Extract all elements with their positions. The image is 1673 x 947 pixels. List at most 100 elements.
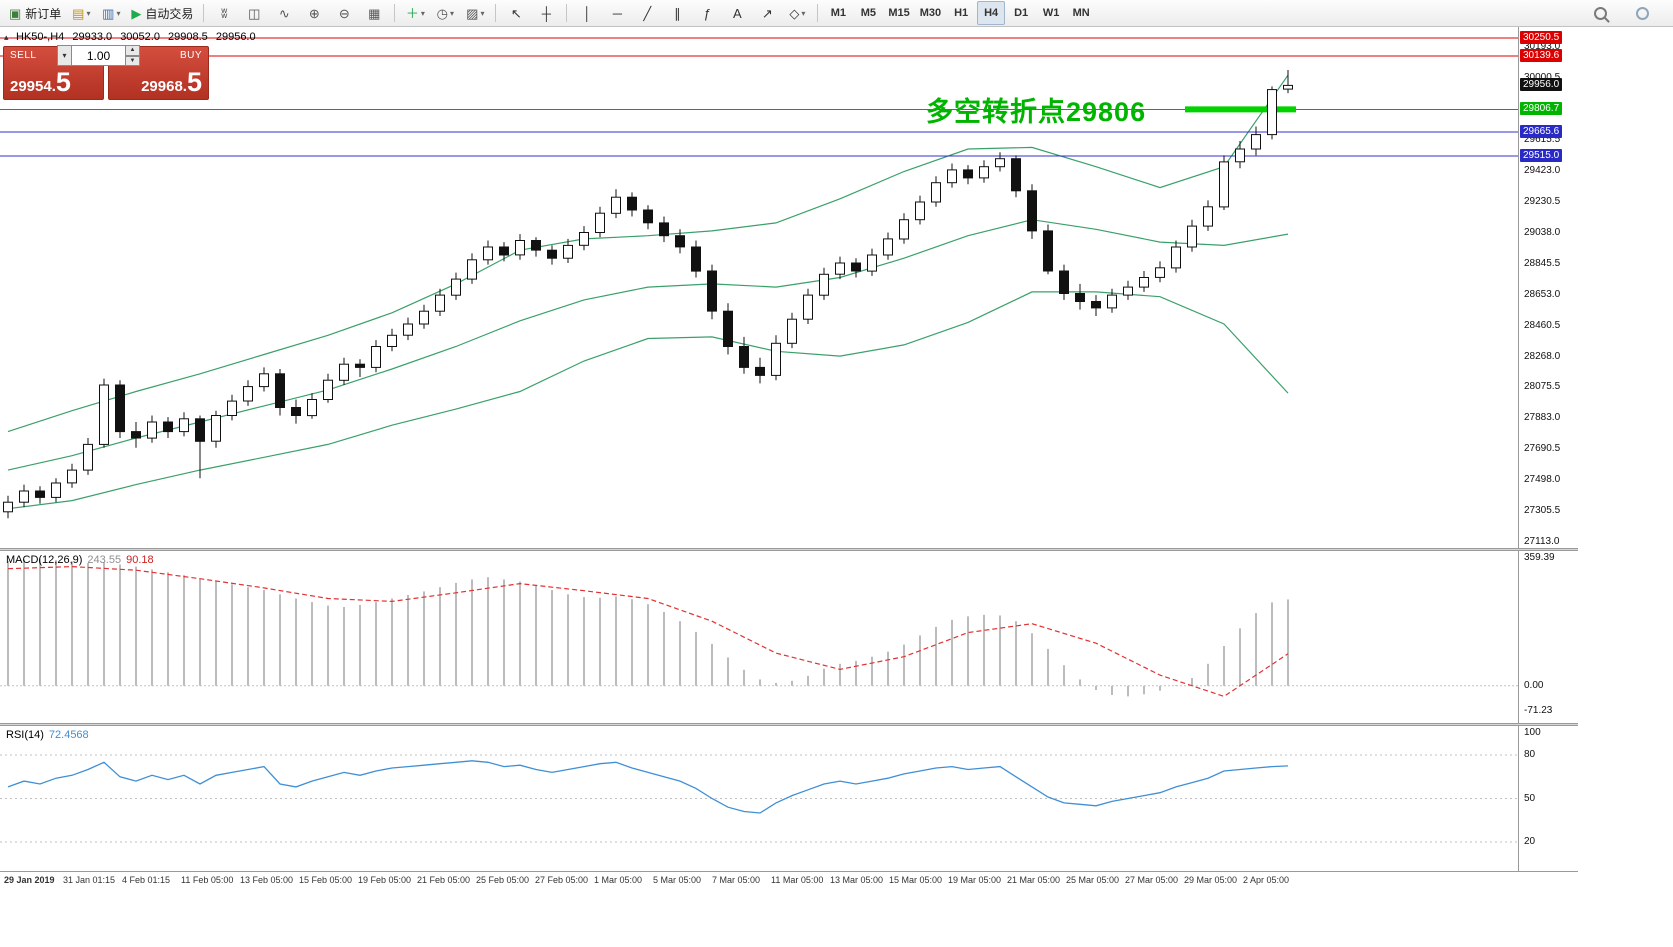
trendline-button[interactable]: ╱ — [633, 1, 661, 25]
volume-input[interactable] — [72, 45, 126, 66]
main-chart[interactable]: ▴ HK50-,H4 29933.0 30052.0 29908.5 29956… — [0, 27, 1518, 548]
horizontal-line-button[interactable]: ─ — [603, 1, 631, 25]
toolbar-separator — [495, 4, 497, 22]
trade-panel-collapse-icon[interactable]: ▴ — [4, 32, 9, 42]
macd-main-value: 243.55 — [87, 554, 122, 566]
indicators-button[interactable]: ＋ ▾ — [401, 1, 429, 25]
price-line-label: 30250.5 — [1520, 31, 1563, 45]
search-button[interactable] — [1586, 1, 1614, 25]
timeframe-m5-button-label: M5 — [860, 7, 876, 19]
horizontal-lines[interactable] — [0, 37, 1518, 157]
timeframe-m30-button[interactable]: M30 — [916, 1, 945, 25]
shapes-tool-button[interactable]: ◇ ▾ — [783, 1, 811, 25]
timeframe-h1-button[interactable]: H1 — [947, 1, 975, 25]
high-value: 30052.0 — [120, 31, 160, 43]
time-label: 21 Feb 05:00 — [417, 875, 471, 885]
price-grid-label: 28460.5 — [1524, 319, 1561, 331]
crosshair-icon: ┼ — [541, 5, 551, 21]
price-axis[interactable]: 30193.0 30000.5 29615.5 29423.0 29230.5 29038… — [1518, 27, 1581, 891]
candle-chart-button[interactable]: ◫ — [240, 1, 268, 25]
macd-axis-label: 359.39 — [1524, 552, 1555, 564]
time-axis[interactable]: 29 Jan 2019 31 Jan 01:15 4 Feb 01:15 11 Feb… — [0, 871, 1578, 892]
time-label: 19 Mar 05:00 — [948, 875, 1002, 885]
price-grid-label: 30193.0 — [1524, 41, 1561, 53]
annotation-text[interactable]: 多空转折点29806 — [926, 97, 1147, 127]
templates-button[interactable]: ▨ ▾ — [461, 1, 489, 25]
vertical-line-button[interactable]: │ — [573, 1, 601, 25]
line-chart-button[interactable]: ∿ — [270, 1, 298, 25]
rsi-axis-label: 50 — [1524, 792, 1536, 804]
timeframe-m15-button[interactable]: M15 — [884, 1, 913, 25]
time-label: 15 Mar 05:00 — [889, 875, 943, 885]
panel-separator[interactable] — [0, 548, 1578, 551]
symbol-period-label: HK50-,H4 — [16, 31, 65, 43]
timeframe-h4-button-label: H4 — [984, 7, 999, 19]
fibonacci-button[interactable]: ƒ — [693, 1, 721, 25]
timeframe-h4-button[interactable]: H4 — [977, 1, 1006, 25]
macd-axis-label: -71.23 — [1524, 705, 1553, 716]
periods-button[interactable]: ◷ ▾ — [431, 1, 459, 25]
price-line-label: 29806.7 — [1520, 102, 1563, 116]
shapes-tool-icon: ◇ — [789, 5, 800, 21]
time-label: 27 Mar 05:00 — [1125, 875, 1179, 885]
charts-button[interactable]: ▤ ▾ — [67, 1, 95, 25]
price-grid-label: 27305.5 — [1524, 505, 1561, 516]
time-label: 1 Mar 05:00 — [594, 875, 643, 885]
sell-label: SELL — [10, 50, 37, 61]
timeframe-m1-button[interactable]: M1 — [824, 1, 852, 25]
sell-price: 29954.5 — [10, 67, 71, 97]
time-label: 27 Feb 05:00 — [535, 875, 589, 885]
equidistant-channel-icon: ∥ — [674, 5, 681, 21]
macd-panel[interactable]: MACD(12,26,9) 243.55 90.18 — [0, 551, 1518, 723]
fibonacci-icon: ƒ — [703, 5, 711, 21]
toolbar-right-icons — [1585, 3, 1657, 23]
dropdown-caret-icon: ▾ — [480, 8, 485, 18]
cursor-button[interactable]: ↖ — [502, 1, 530, 25]
equidistant-channel-button[interactable]: ∥ — [663, 1, 691, 25]
rsi-axis-label: 20 — [1524, 836, 1536, 847]
algo-trading-button-label: 自动交易 — [145, 6, 194, 21]
crosshair-button[interactable]: ┼ — [532, 1, 560, 25]
panel-separator[interactable] — [0, 723, 1578, 726]
new-order-button-label: 新订单 — [25, 6, 62, 21]
low-value: 29908.5 — [168, 31, 208, 43]
line-chart-icon: ∿ — [278, 5, 290, 21]
price-grid-label: 30000.5 — [1524, 72, 1560, 83]
community-button[interactable] — [1628, 1, 1656, 25]
time-label: 25 Mar 05:00 — [1066, 875, 1120, 885]
rsi-panel[interactable]: RSI(14) 72.4568 — [0, 726, 1518, 871]
volume-decrease-button[interactable]: ▼ — [126, 55, 140, 66]
time-label: 19 Feb 05:00 — [358, 875, 412, 885]
profiles-button[interactable]: ▥ ▾ — [97, 1, 125, 25]
zoom-out-button[interactable]: ⊖ — [330, 1, 358, 25]
volume-increase-button[interactable]: ▲ — [126, 45, 140, 56]
price-grid-label: 29423.0 — [1524, 165, 1561, 176]
zoom-in-button[interactable]: ⊕ — [300, 1, 328, 25]
timeframe-d1-button[interactable]: D1 — [1007, 1, 1035, 25]
volume-dropdown-button[interactable]: ▾ — [57, 45, 72, 66]
arrow-tool-button[interactable]: ↗ — [753, 1, 781, 25]
timeframe-w1-button-label: W1 — [1042, 7, 1060, 19]
new-order-button[interactable]: ▣ 新订单 — [5, 1, 65, 25]
rsi-line — [7, 760, 1289, 814]
dropdown-caret-icon: ▾ — [801, 8, 806, 18]
dropdown-caret-icon: ▾ — [420, 8, 425, 18]
profiles-icon: ▥ — [102, 5, 115, 21]
bollinger-middle-band — [7, 219, 1289, 471]
bollinger-bands — [7, 74, 1289, 510]
algo-trading-button[interactable]: ▶ 自动交易 — [127, 1, 197, 25]
time-label: 25 Feb 05:00 — [476, 875, 530, 885]
macd-label: MACD(12,26,9) 243.55 90.18 — [6, 554, 154, 566]
charts-icon: ▤ — [72, 5, 85, 21]
timeframe-w1-button[interactable]: W1 — [1037, 1, 1065, 25]
tile-windows-button[interactable]: ▦ — [360, 1, 388, 25]
bar-chart-button[interactable]: ʬ — [210, 1, 238, 25]
community-icon — [1635, 6, 1649, 20]
toolbar-separator — [566, 4, 568, 22]
timeframe-m5-button[interactable]: M5 — [854, 1, 882, 25]
text-tool-button[interactable]: A — [723, 1, 751, 25]
buy-price: 29968.5 — [141, 67, 202, 97]
time-label: 31 Jan 01:15 — [63, 875, 116, 885]
timeframe-mn-button[interactable]: MN — [1067, 1, 1095, 25]
time-label: 2 Apr 05:00 — [1243, 875, 1290, 885]
